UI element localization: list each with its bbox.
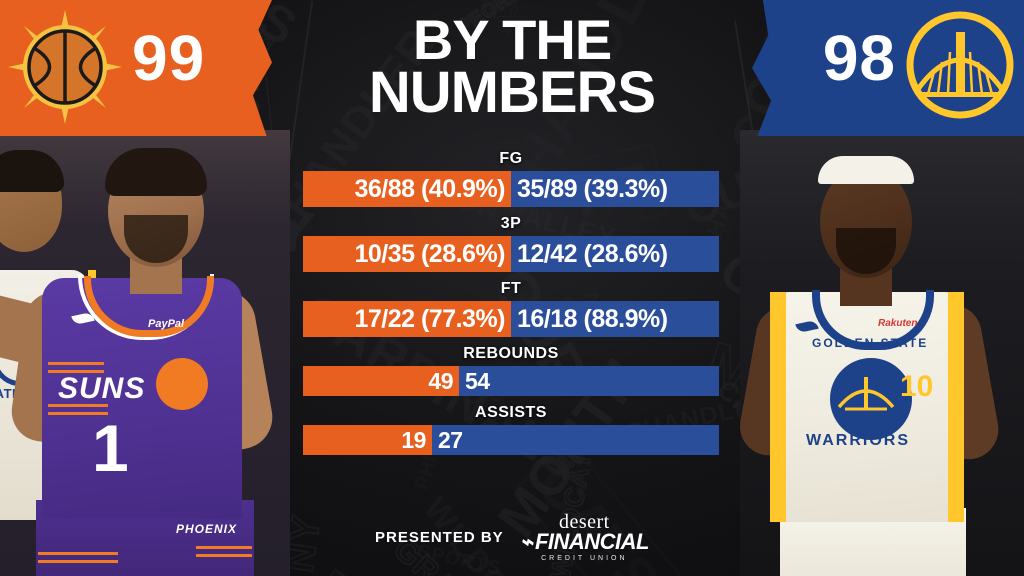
booker-shorts-text: PHOENIX	[176, 522, 238, 536]
warriors-logo-icon	[904, 6, 1016, 124]
sponsor-name-sub: CREDIT UNION	[541, 555, 628, 562]
butler-sponsor: Rakuten	[878, 318, 918, 329]
warriors-bridge-logo	[830, 358, 912, 440]
away-score-banner: 98	[752, 0, 1024, 136]
booker-hair	[105, 148, 207, 196]
stat-value-home: 19	[401, 426, 426, 453]
suns-ball-icon	[160, 362, 204, 406]
presented-by-label: PRESENTED BY	[375, 528, 504, 546]
stat-value-away: 12/42 (28.6%)	[517, 239, 668, 268]
home-score: 99	[132, 22, 206, 94]
stat-bar-away: 27	[431, 425, 719, 455]
stat-bar-home: 19	[303, 425, 432, 455]
stat-label: REBOUNDS	[463, 345, 559, 362]
stat-bar: 10/35 (28.6%) 12/42 (28.6%)	[303, 236, 719, 272]
stat-bar-home: 36/88 (40.9%)	[303, 171, 511, 207]
stat-bar: 17/22 (77.3%) 16/18 (88.9%)	[303, 301, 719, 337]
player-photo-left: STATE PHOENIX PayPal SUNS 1	[0, 0, 300, 576]
presented-by: PRESENTED BY desert ⌁ FINANCIAL CREDIT U…	[0, 512, 1024, 562]
stat-bar-home: 10/35 (28.6%)	[303, 236, 511, 272]
stat-value-home: 49	[428, 367, 453, 394]
stat-value-home: 10/35 (28.6%)	[354, 239, 505, 268]
stat-bar-home: 49	[303, 366, 459, 396]
stat-row: FG 36/88 (40.9%) 35/89 (39.3%)	[303, 150, 719, 207]
stat-label: ASSISTS	[475, 404, 547, 421]
booker-sponsor: PayPal	[148, 318, 185, 330]
stat-label: FG	[499, 150, 523, 167]
stat-value-away: 35/89 (39.3%)	[517, 174, 668, 203]
stat-value-home: 36/88 (40.9%)	[354, 174, 505, 203]
stat-bar-away: 54	[459, 366, 719, 396]
stat-value-away: 16/18 (88.9%)	[517, 304, 668, 333]
stat-value-home: 17/22 (77.3%)	[354, 304, 505, 333]
stat-value-away: 27	[437, 426, 463, 453]
stat-value-away: 54	[465, 367, 490, 394]
booker-wordmark: SUNS	[58, 372, 146, 405]
sponsor-name-main: FINANCIAL	[534, 529, 650, 554]
stat-row: ASSISTS 19 27	[303, 404, 719, 455]
desert-financial-logo: desert ⌁ FINANCIAL CREDIT UNION	[519, 511, 650, 562]
butler-headband	[818, 156, 914, 184]
stat-bar: 19 27	[303, 425, 719, 455]
suns-logo-icon	[6, 8, 124, 126]
stat-bar-away: 16/18 (88.9%)	[511, 301, 719, 337]
butler-jersey-trim-right	[948, 292, 964, 522]
butler-beard	[836, 228, 896, 274]
stat-label: FT	[500, 280, 522, 297]
stat-label: 3P	[500, 215, 522, 232]
stat-row: 3P 10/35 (28.6%) 12/42 (28.6%)	[303, 215, 719, 272]
sponsor-mark-icon: ⌁	[519, 529, 533, 554]
butler-wordmark-bottom: WARRIORS	[806, 432, 910, 449]
title-line-2: NUMBERS	[368, 59, 656, 125]
butler-wordmark-top: GOLDEN STATE	[812, 336, 929, 350]
away-score: 98	[822, 22, 896, 94]
stat-row: REBOUNDS 49 54	[303, 345, 719, 396]
stat-row: FT 17/22 (77.3%) 16/18 (88.9%)	[303, 280, 719, 337]
stat-bar: 36/88 (40.9%) 35/89 (39.3%)	[303, 171, 719, 207]
home-score-banner: 99	[0, 0, 272, 136]
stat-bar-away: 35/89 (39.3%)	[511, 171, 719, 207]
butler-jersey-trim-left	[770, 292, 786, 522]
stat-bar: 49 54	[303, 366, 719, 396]
stats-list: FG 36/88 (40.9%) 35/89 (39.3%) 3P 10/35 (28.…	[303, 150, 719, 463]
stat-bar-home: 17/22 (77.3%)	[303, 301, 511, 337]
title-line-1: BY THE	[412, 8, 612, 71]
page-title: BY THE NUMBERS	[0, 12, 1024, 125]
stat-bar-away: 12/42 (28.6%)	[511, 236, 719, 272]
butler-jersey-number: 10	[900, 370, 934, 403]
sponsor-name-top: desert	[558, 511, 610, 533]
booker-jersey-number: 1	[92, 411, 129, 485]
